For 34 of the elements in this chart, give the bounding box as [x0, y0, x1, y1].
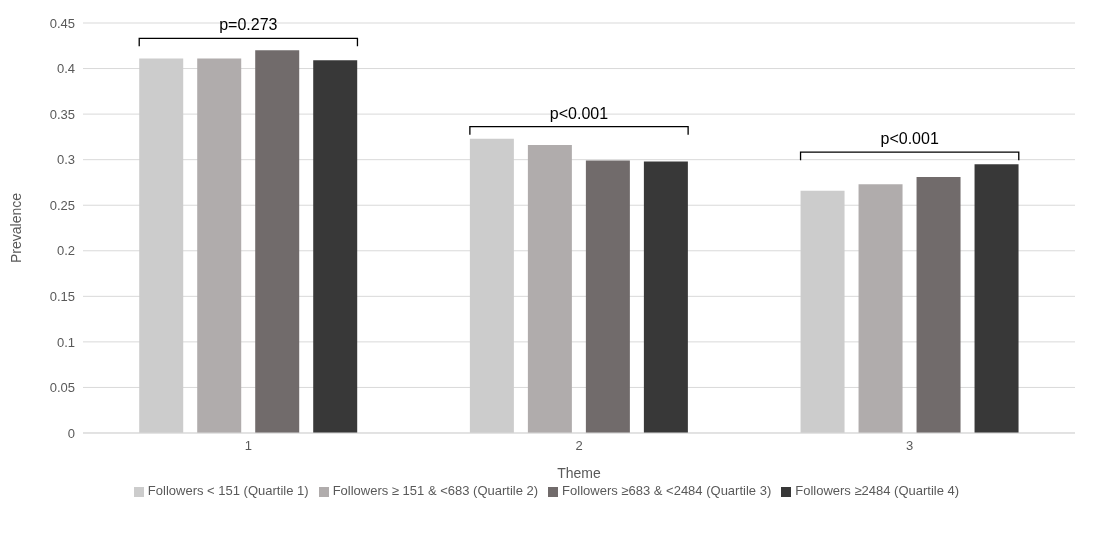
bar	[643, 161, 688, 433]
y-tick-label: 0.45	[49, 15, 75, 31]
y-tick-label: 0.15	[49, 288, 75, 304]
bar	[916, 176, 961, 433]
x-tick-label: 1	[244, 438, 252, 454]
bar	[585, 160, 630, 433]
y-axis-title: Prevalence	[7, 192, 24, 264]
legend-label: Followers ≥2484 (Quartile 4)	[795, 483, 960, 498]
y-tick-label: 0.25	[49, 197, 75, 213]
x-tick-label: 3	[906, 438, 914, 454]
y-tick-label: 0.05	[49, 380, 75, 396]
y-tick-label: 0.3	[56, 152, 75, 168]
annotation: p=0.273	[219, 16, 278, 34]
x-axis-title: Theme	[557, 465, 601, 481]
annotation: p<0.001	[549, 104, 609, 122]
bar	[974, 164, 1019, 433]
bar	[313, 60, 358, 433]
y-tick-label: 0.1	[56, 334, 75, 350]
legend-label: Followers ≥ 151 & <683 (Quartile 2)	[332, 483, 539, 498]
x-tick-label: 2	[575, 438, 583, 454]
bar	[139, 58, 184, 433]
annotation: p<0.001	[880, 130, 939, 148]
y-tick-label: 0	[67, 425, 75, 441]
bar	[197, 58, 242, 433]
bar	[800, 190, 845, 433]
bar	[469, 138, 514, 433]
bar	[527, 145, 572, 433]
bar	[255, 50, 300, 433]
bar	[858, 184, 903, 433]
y-tick-label: 0.2	[56, 243, 75, 259]
legend-label: Followers < 151 (Quartile 1)	[147, 483, 309, 498]
y-tick-label: 0.4	[56, 61, 75, 77]
legend-label: Followers ≥683 & <2484 (Quartile 3)	[562, 483, 772, 498]
y-tick-label: 0.35	[49, 106, 75, 122]
